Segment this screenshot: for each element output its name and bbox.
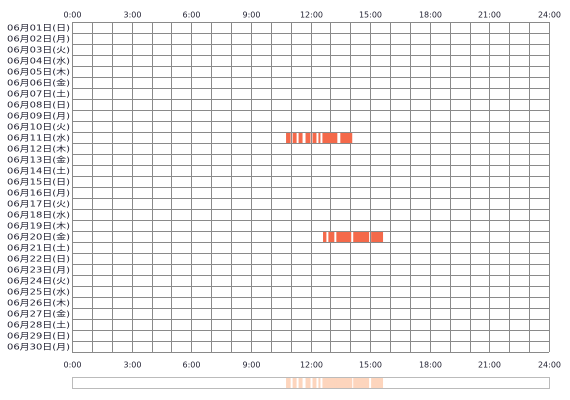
summary-segment xyxy=(336,378,352,388)
activity-segment xyxy=(340,133,353,143)
row-label: 06月01日(日) xyxy=(7,24,70,33)
activity-segment xyxy=(305,133,311,143)
row-label: 06月13日(金) xyxy=(7,155,70,165)
row-label: 06月22日(日) xyxy=(7,255,70,264)
row-label: 06月21日(土) xyxy=(7,243,70,253)
activity-segment xyxy=(323,232,327,242)
row-label: 06月06日(金) xyxy=(7,78,70,88)
summary-segment xyxy=(292,378,297,388)
x-tick-label-top: 18:00 xyxy=(419,11,442,20)
row-label: 06月25日(水) xyxy=(7,287,70,297)
summary-segment xyxy=(286,378,291,388)
activity-segment xyxy=(371,232,384,242)
x-tick-label-top: 6:00 xyxy=(183,11,201,20)
row-label: 06月12日(木) xyxy=(7,144,70,154)
row-label: 06月29日(日) xyxy=(7,332,70,341)
summary-strip xyxy=(72,377,550,389)
row-label: 06月15日(日) xyxy=(7,178,70,187)
summary-segment xyxy=(298,378,303,388)
x-tick-label-top: 9:00 xyxy=(243,11,261,20)
row-label: 06月07日(土) xyxy=(7,89,70,99)
x-tick-label-top: 24:00 xyxy=(538,11,561,20)
x-tick-label-bottom: 15:00 xyxy=(359,361,382,370)
x-tick-label-top: 0:00 xyxy=(64,11,82,20)
row-label: 06月24日(火) xyxy=(7,277,70,286)
row-label: 06月30日(月) xyxy=(7,343,70,352)
x-tick-label-bottom: 12:00 xyxy=(300,361,323,370)
row-label: 06月08日(日) xyxy=(7,101,70,110)
summary-segment xyxy=(323,378,327,388)
row-label: 06月04日(水) xyxy=(7,56,70,66)
row-label: 06月11日(水) xyxy=(7,133,70,143)
summary-segment xyxy=(305,378,311,388)
summary-segment xyxy=(312,378,317,388)
row-label: 06月23日(月) xyxy=(7,266,70,275)
x-tick-label-top: 3:00 xyxy=(124,11,142,20)
row-label: 06月05日(木) xyxy=(7,67,70,77)
activity-segment xyxy=(286,133,291,143)
x-tick-label-bottom: 24:00 xyxy=(538,361,561,370)
x-tick-label-bottom: 6:00 xyxy=(183,361,201,370)
x-tick-label-bottom: 9:00 xyxy=(243,361,261,370)
summary-segment xyxy=(353,378,370,388)
x-tick-label-top: 21:00 xyxy=(478,11,501,20)
x-tick-label-top: 15:00 xyxy=(359,11,382,20)
x-tick-label-bottom: 18:00 xyxy=(419,361,442,370)
row-label: 06月03日(火) xyxy=(7,46,70,55)
x-tick-label-top: 12:00 xyxy=(300,11,323,20)
row-label: 06月19日(木) xyxy=(7,221,70,231)
activity-segment xyxy=(328,232,335,242)
activity-segment xyxy=(298,133,303,143)
summary-segment xyxy=(318,378,321,388)
activity-segment xyxy=(322,133,338,143)
activity-segment xyxy=(312,133,317,143)
x-tick-label-bottom: 3:00 xyxy=(124,361,142,370)
row-label: 06月10日(火) xyxy=(7,123,70,132)
row-label: 06月09日(月) xyxy=(7,112,70,121)
row-label: 06月27日(金) xyxy=(7,309,70,319)
row-label: 06月20日(金) xyxy=(7,232,70,242)
activity-segment xyxy=(353,232,370,242)
row-label: 06月28日(土) xyxy=(7,320,70,330)
summary-segment xyxy=(371,378,384,388)
x-tick-label-bottom: 0:00 xyxy=(64,361,82,370)
row-label: 06月17日(火) xyxy=(7,200,70,209)
row-label: 06月26日(木) xyxy=(7,298,70,308)
row-label: 06月16日(月) xyxy=(7,189,70,198)
x-tick-label-bottom: 21:00 xyxy=(478,361,501,370)
activity-segment xyxy=(318,133,321,143)
row-label: 06月02日(月) xyxy=(7,35,70,44)
summary-segment xyxy=(328,378,335,388)
activity-segment xyxy=(336,232,352,242)
row-label: 06月14日(土) xyxy=(7,166,70,176)
activity-segment xyxy=(292,133,297,143)
row-label: 06月18日(水) xyxy=(7,210,70,220)
